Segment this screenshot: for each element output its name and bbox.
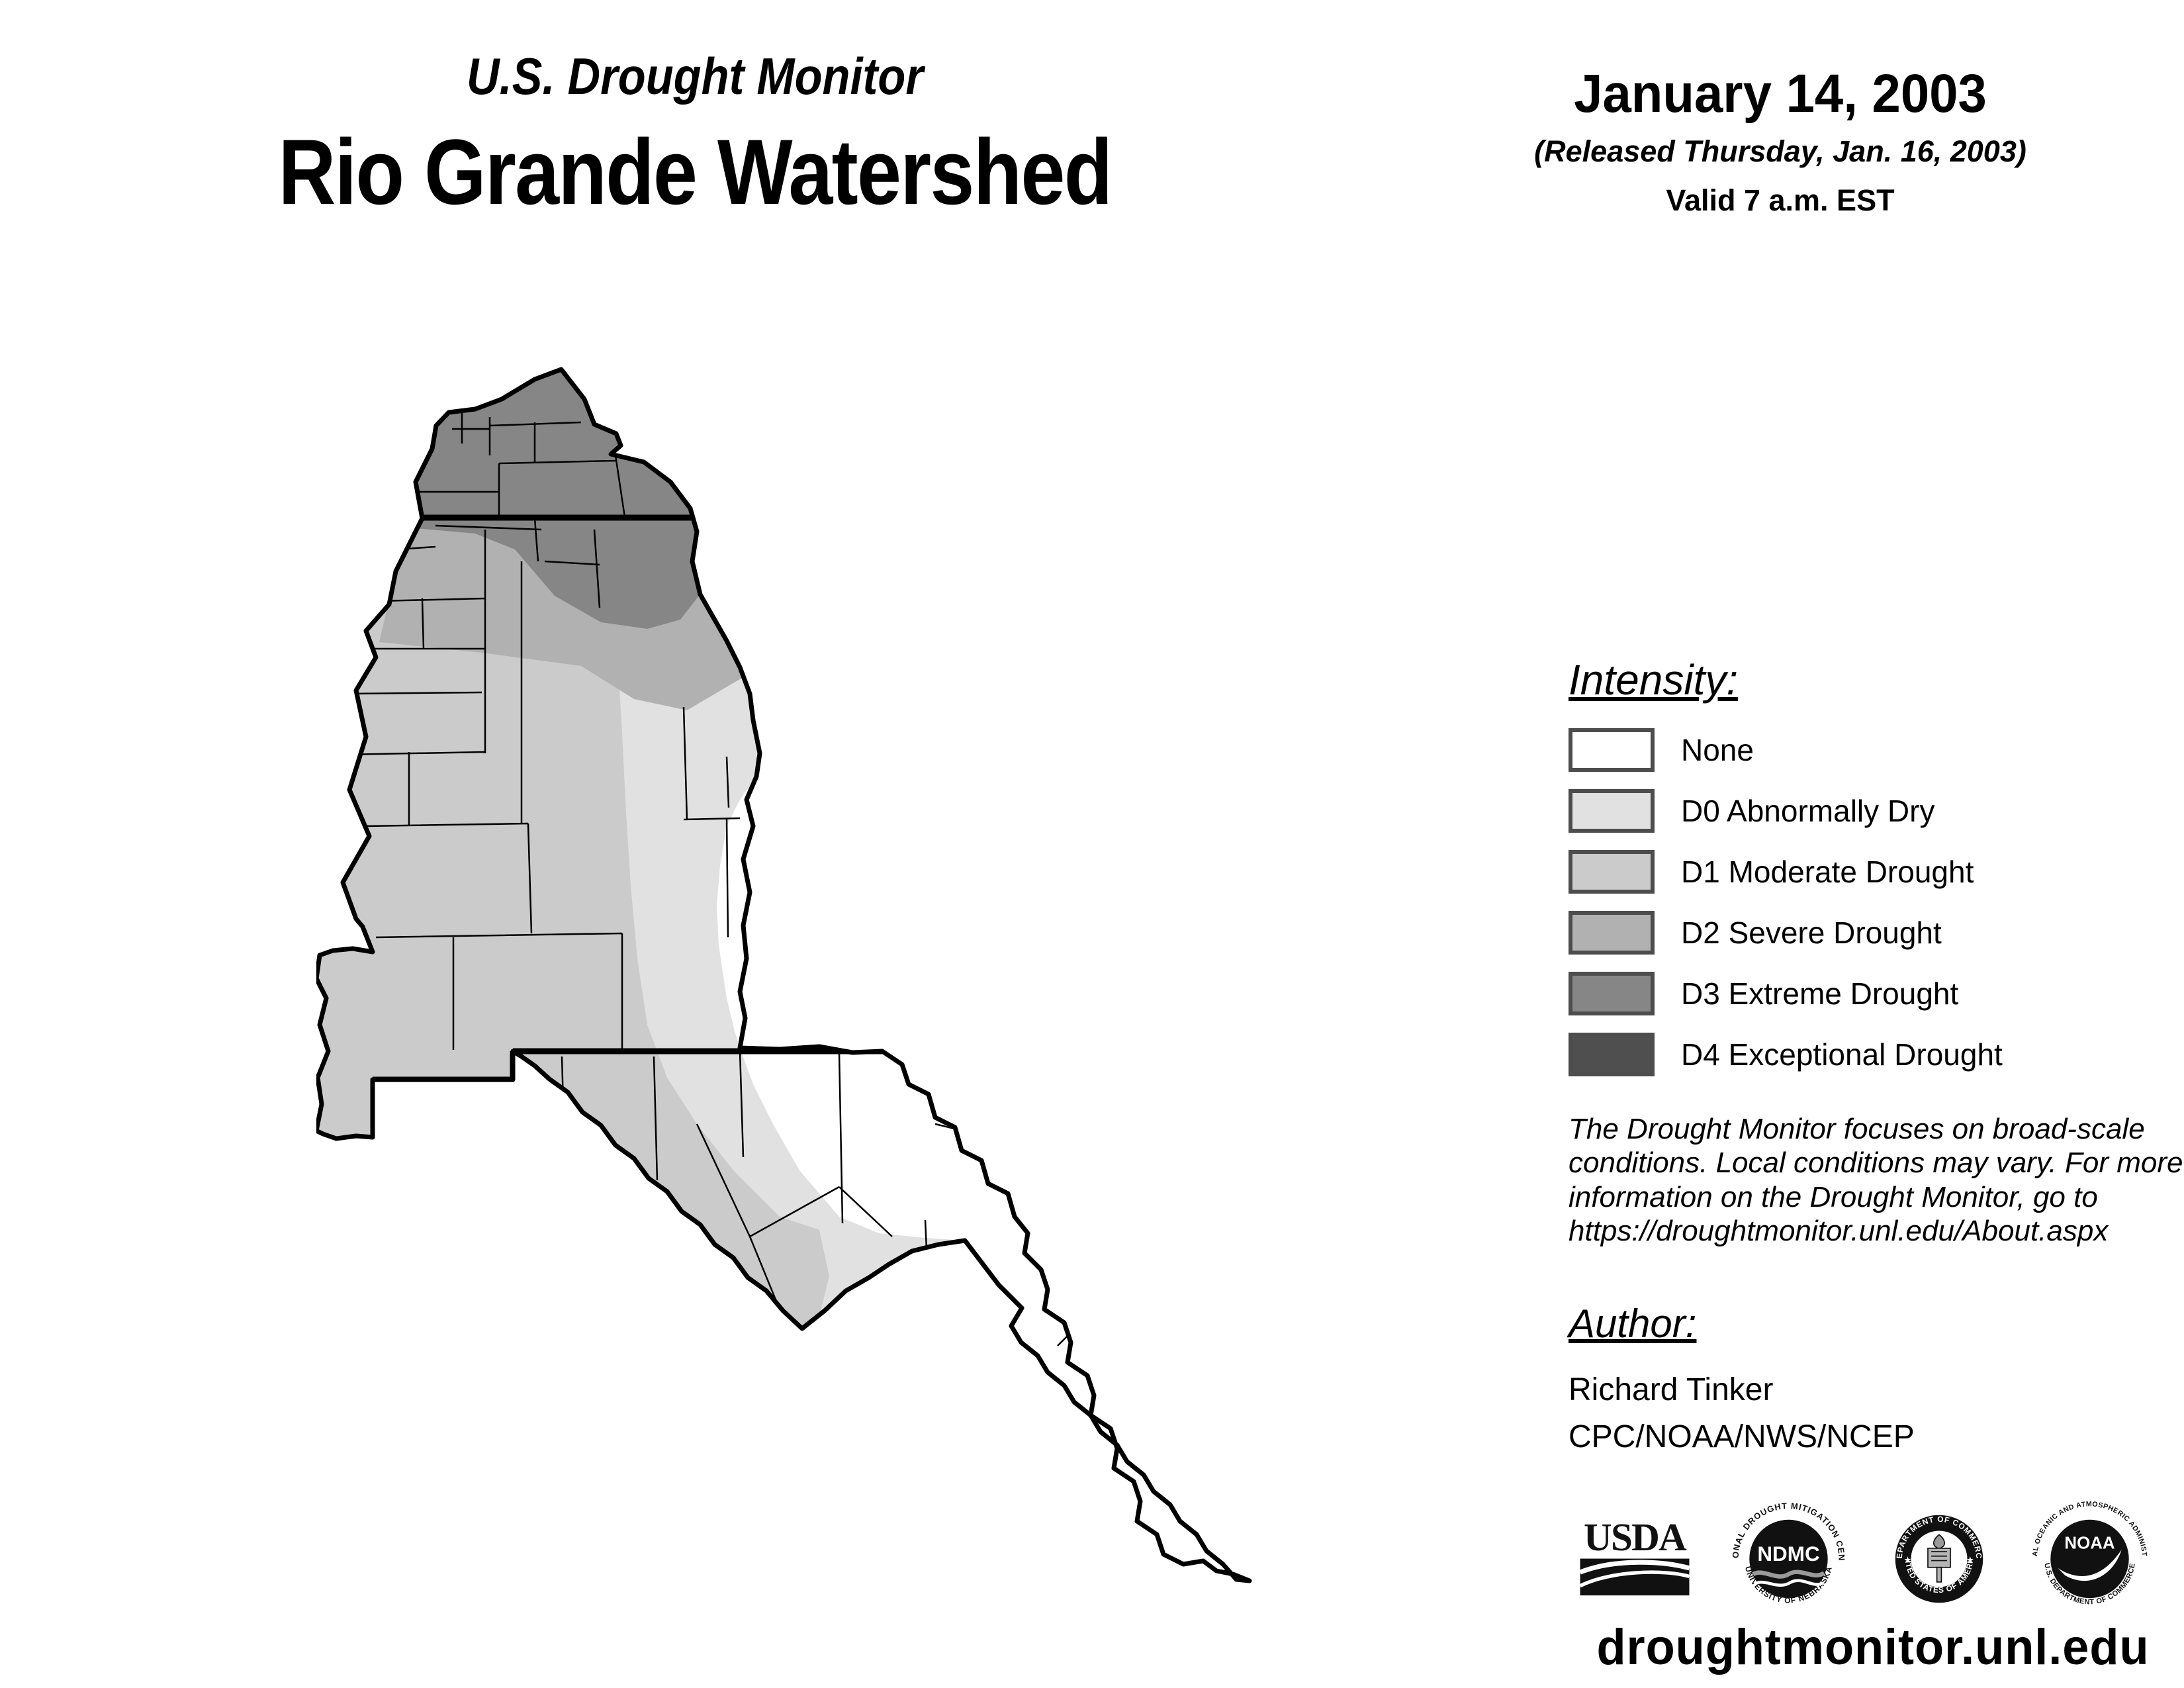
legend-item-d3: D3 Extreme Drought (1569, 972, 2184, 1015)
legend-label: D3 Extreme Drought (1681, 976, 1959, 1011)
disclaimer: The Drought Monitor focuses on broad-sca… (1569, 1112, 2184, 1248)
drought-map (314, 363, 1263, 1602)
watershed-svg (314, 367, 1252, 1583)
svg-text:★: ★ (1903, 1555, 1911, 1565)
usda-logo-icon: USDA (1579, 1516, 1690, 1596)
swatch-d3 (1569, 972, 1655, 1015)
svg-text:NDMC: NDMC (1757, 1542, 1819, 1566)
legend-item-none: None (1569, 728, 2184, 772)
author-org: CPC/NOAA/NWS/NCEP (1569, 1419, 1915, 1454)
noaa-logo-icon: NATIONAL OCEANIC AND ATMOSPHERIC ADMINIS… (2028, 1473, 2148, 1607)
state-lines (373, 514, 884, 1083)
svg-text:★: ★ (1966, 1555, 1974, 1565)
disclaimer-line: conditions. Local conditions may vary. F… (1569, 1147, 2183, 1180)
swatch-d1 (1569, 850, 1655, 894)
logo-row: USDA NATIONAL DROUGHT MITIGATION CENTER … (1575, 1473, 2151, 1645)
legend-label: D2 Severe Drought (1681, 915, 1942, 950)
release-date: (Released Thursday, Jan. 16, 2003) (1534, 134, 2026, 168)
swatch-d0 (1569, 789, 1655, 833)
swatch-d4 (1569, 1033, 1655, 1076)
svg-text:USDA: USDA (1584, 1516, 1687, 1559)
title-block: U.S. Drought Monitor Rio Grande Watershe… (199, 46, 1191, 226)
date-block: January 14, 2003 (Released Thursday, Jan… (1476, 63, 2085, 218)
author-name: Richard Tinker (1569, 1372, 1774, 1407)
map-date: January 14, 2003 (1574, 64, 1987, 124)
legend-item-d2: D2 Severe Drought (1569, 911, 2184, 955)
watershed-outline (314, 367, 1252, 1583)
legend-label: D4 Exceptional Drought (1681, 1037, 2003, 1072)
county-lines (342, 408, 1207, 1525)
swatch-none (1569, 728, 1655, 772)
legend-heading: Intensity: (1569, 656, 1739, 704)
author-heading: Author: (1569, 1301, 1697, 1346)
map-region-title: Rio Grande Watershed (278, 120, 1113, 224)
disclaimer-line: The Drought Monitor focuses on broad-sca… (1569, 1113, 2145, 1145)
page-title: U.S. Drought Monitor (466, 47, 924, 105)
legend-label: D0 Abnormally Dry (1681, 794, 1935, 828)
ndmc-logo-icon: NATIONAL DROUGHT MITIGATION CENTER UNIVE… (1727, 1473, 1846, 1605)
site-url[interactable]: droughtmonitor.unl.edu (1596, 1619, 2150, 1675)
disclaimer-link[interactable]: https://droughtmonitor.unl.edu/About.asp… (1569, 1215, 2109, 1248)
commerce-seal-icon: DEPARTMENT OF COMMERCE UNITED STATES OF … (1883, 1476, 1983, 1603)
valid-time: Valid 7 a.m. EST (1666, 183, 1895, 217)
swatch-d2 (1569, 911, 1655, 955)
legend: Intensity: None D0 Abnormally Dry D1 Mod… (1569, 655, 2184, 1094)
author-block: Author: Richard Tinker CPC/NOAA/NWS/NCEP (1569, 1301, 2184, 1466)
disclaimer-line: information on the Drought Monitor, go t… (1569, 1180, 2098, 1213)
legend-item-d0: D0 Abnormally Dry (1569, 789, 2184, 833)
svg-text:NOAA: NOAA (2064, 1534, 2115, 1552)
legend-item-d1: D1 Moderate Drought (1569, 850, 2184, 894)
legend-item-d4: D4 Exceptional Drought (1569, 1033, 2184, 1076)
legend-label: None (1681, 733, 1754, 767)
legend-label: D1 Moderate Drought (1681, 855, 1974, 889)
